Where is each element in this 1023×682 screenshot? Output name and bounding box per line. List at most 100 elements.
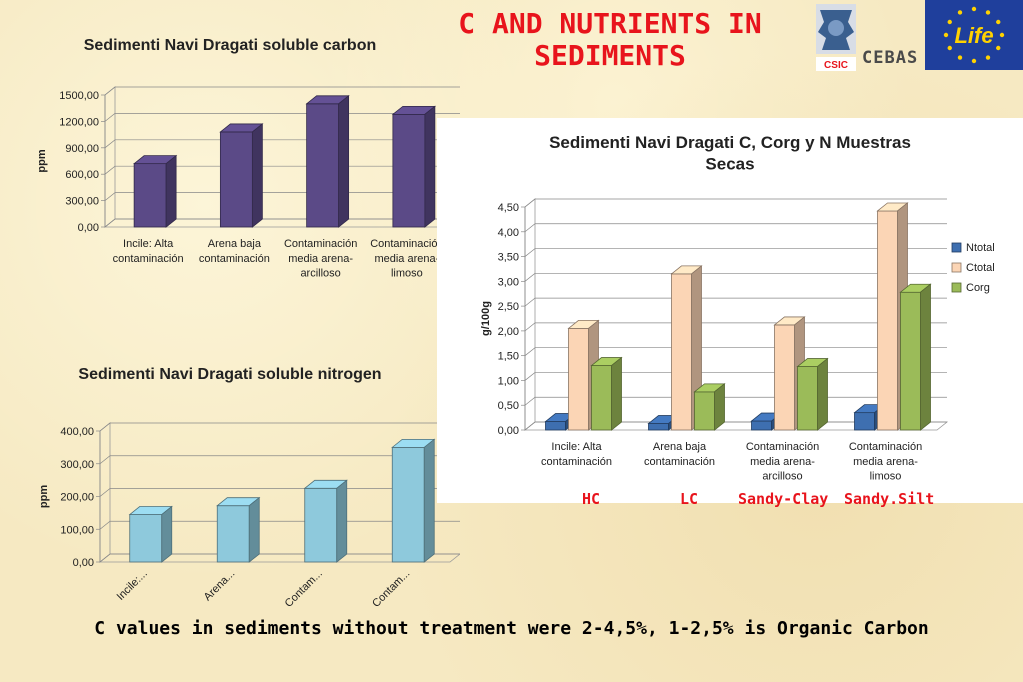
category-label-line: media arena-: [374, 253, 439, 265]
category-label-line: arcilloso: [762, 471, 802, 483]
category-label: Incile:...: [115, 568, 150, 603]
c-corg-n-chart: Sedimenti Navi Dragati C, Corg y N Muest…: [437, 118, 1023, 503]
bar-corg-2-front: [694, 391, 715, 431]
bar-2-side: [248, 496, 260, 563]
category-label-line: contaminación: [644, 456, 715, 468]
y-tick-label: 300,00: [65, 196, 99, 208]
bar-3-front: [306, 103, 340, 228]
bar-4-front: [392, 113, 426, 228]
category-label: Contam...: [283, 568, 325, 610]
bar-corg-4: [899, 283, 932, 431]
life-logo-star: [947, 19, 952, 25]
category-label: Incile: Alta contaminación: [541, 441, 612, 468]
bar-4: [391, 438, 436, 563]
category-label-line: Incile: Alta: [551, 441, 602, 453]
bar-corg-3-front: [797, 366, 818, 431]
bar-1-side: [161, 505, 173, 563]
y-tick-label: 4,50: [498, 202, 519, 214]
gridline: [104, 86, 460, 96]
y-tick-label: 100,00: [60, 524, 94, 536]
bar-corg-2-side: [714, 383, 725, 431]
bar-1-front: [133, 163, 167, 228]
gridline: [524, 248, 947, 257]
y-tick-label: 300,00: [60, 459, 94, 471]
category-label: Arena baja contaminación: [644, 441, 715, 468]
life-logo-star: [985, 10, 991, 15]
y-tick-label: 1500,00: [59, 90, 99, 102]
y-axis-label: ppm: [36, 149, 48, 172]
bar-4-front: [391, 446, 425, 563]
bar-ctotal-1-front: [568, 328, 589, 431]
life-logo-star: [943, 32, 949, 38]
category-label-line: Contaminación: [370, 238, 443, 250]
life-logo-text: Life: [954, 23, 993, 48]
gridline: [524, 322, 947, 332]
gridline: [524, 272, 947, 282]
bar-corg-3-side: [817, 357, 828, 431]
chart-title: Sedimenti Navi Dragati C, Corg y N Muest…: [549, 133, 911, 173]
category-label: Contaminación media arena-limoso: [849, 441, 922, 483]
y-tick-label: 4,00: [498, 227, 519, 239]
side-wall: [524, 198, 536, 431]
bar-corg-1-side: [611, 356, 622, 431]
category-label-line: Arena baja: [208, 238, 262, 250]
slide-title: C AND NUTRIENTS IN SEDIMENTS: [458, 7, 762, 72]
y-tick-label: 1,50: [498, 351, 519, 363]
category-label-line: media arena-: [288, 253, 353, 265]
bar-1-front: [129, 514, 163, 563]
y-tick-label: 400,00: [60, 426, 94, 438]
soil-type-labels: HC LC Sandy-Clay Sandy.Silt: [560, 490, 960, 514]
category-label: Arena...: [202, 568, 238, 604]
category-label-line: limoso: [870, 471, 902, 483]
y-tick-label: 1200,00: [59, 116, 99, 128]
legend-swatch-ntotal: [951, 242, 962, 253]
bar-corg-1-front: [591, 365, 612, 431]
bar-corg-2: [693, 383, 726, 431]
life-logo-star: [996, 45, 1001, 51]
gridline: [99, 455, 460, 465]
category-label-line: Contaminación: [849, 441, 922, 453]
bar-corg-3: [796, 357, 829, 431]
life-logo-star: [957, 10, 963, 15]
y-tick-label: 1,00: [498, 375, 519, 387]
legend-swatch-corg: [951, 282, 962, 293]
life-logo-star: [999, 32, 1005, 38]
y-tick-label: 3,00: [498, 276, 519, 288]
y-tick-label: 0,50: [498, 400, 519, 412]
gridline: [524, 198, 947, 208]
category-label: Contam...: [370, 568, 412, 610]
y-tick-label: 2,50: [498, 301, 519, 313]
bar-ctotal-4-front: [877, 210, 898, 431]
y-tick-label: 900,00: [65, 143, 99, 155]
soluble-nitrogen-chart: Sedimenti Navi Dragati soluble nitrogen 0…: [38, 366, 460, 610]
soil-label-hc: HC: [582, 490, 601, 508]
chart-title-line: Secas: [705, 154, 754, 173]
life-logo-star: [947, 45, 952, 51]
y-tick-label: 0,00: [498, 425, 519, 437]
category-label-line: contaminación: [199, 253, 270, 265]
gridline: [524, 347, 947, 356]
gridline: [524, 223, 947, 233]
y-axis-label: g/100g: [480, 301, 492, 336]
bar-3-side: [338, 94, 350, 228]
footer-note: C values in sediments without treatment …: [94, 618, 929, 639]
category-label-line: Incile: Alta: [123, 238, 174, 250]
bar-1-side: [165, 154, 177, 228]
chart-title-line: Sedimenti Navi Dragati C, Corg y N Muest…: [549, 133, 911, 152]
category-label: Contaminación media arena-arcilloso: [284, 238, 357, 280]
bar-2: [216, 496, 261, 563]
category-label-line: Contaminación: [284, 238, 357, 250]
chart-title: Sedimenti Navi Dragati soluble carbon: [84, 37, 377, 54]
soil-label-sandy-silt: Sandy.Silt: [844, 490, 935, 508]
life-logo-star: [971, 6, 977, 12]
category-label-line: Contaminación: [746, 441, 819, 453]
legend-label-ctotal: Ctotal: [966, 262, 995, 274]
category-label: Arena baja contaminación: [199, 238, 270, 265]
chart-title: Sedimenti Navi Dragati soluble nitrogen: [78, 366, 381, 383]
bar-corg-4-side: [920, 283, 931, 431]
y-tick-label: 0,00: [73, 557, 94, 569]
soil-label-sandy-clay: Sandy-Clay: [738, 490, 829, 508]
bar-corg-1: [590, 356, 623, 431]
bar-3: [305, 94, 350, 228]
bar-corg-4-front: [900, 291, 921, 431]
